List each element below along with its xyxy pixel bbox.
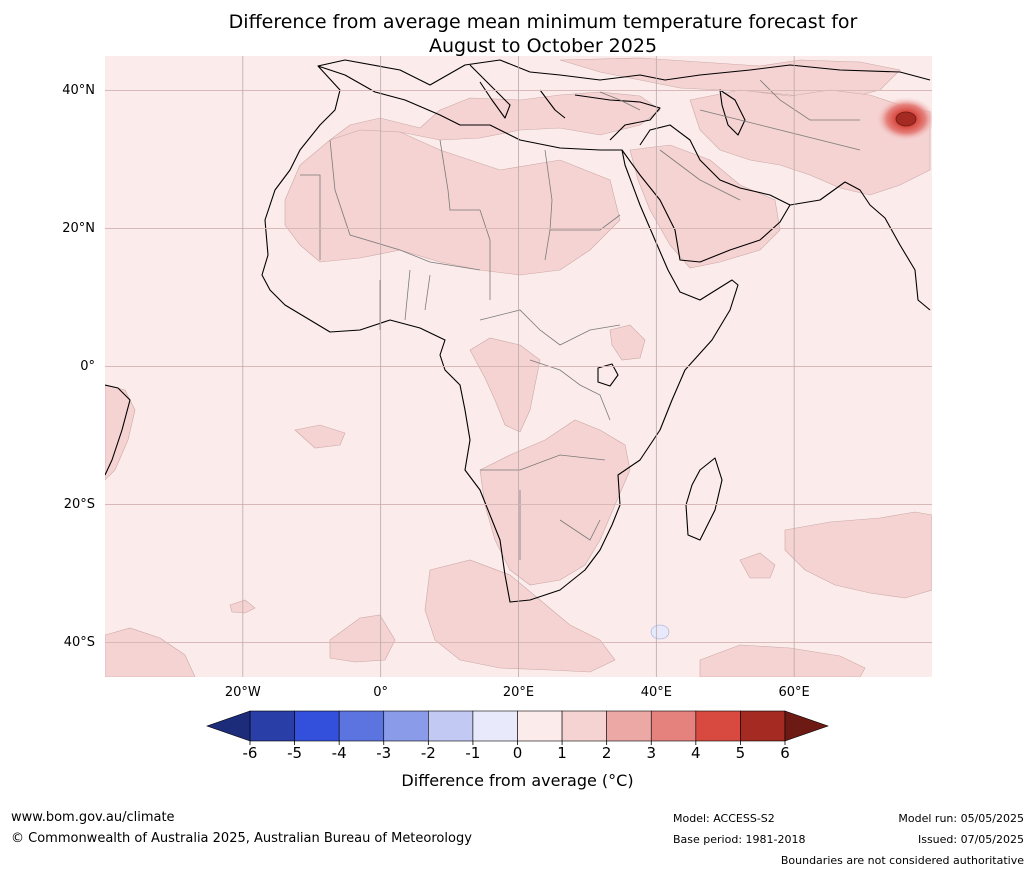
region-south-ocean-1: [329, 614, 396, 663]
lon-tick-label: 60°E: [778, 685, 810, 700]
colorbar-segment: [561, 710, 607, 742]
coastline-greece-turkey: [539, 89, 661, 141]
coastline-lake-victoria: [597, 363, 619, 387]
country-borders: [300, 79, 861, 560]
colorbar-segment: [428, 710, 474, 742]
lat-tick-label: 20°N: [62, 220, 95, 236]
colorbar-tick-label: 6: [780, 744, 790, 762]
coastline-africa: [261, 65, 739, 603]
colorbar-segment: [606, 710, 652, 742]
region-south-ocean-3: [699, 644, 866, 677]
colorbar-over-arrow: [784, 710, 829, 742]
lon-tick-label: 20°E: [502, 685, 535, 700]
colorbar-segment: [383, 710, 429, 742]
colorbar-tick-label: -2: [420, 744, 436, 762]
region-iran-himalaya: [689, 89, 931, 196]
region-atlantic-blob: [294, 424, 346, 449]
lat-tick-label: 20°S: [63, 496, 95, 512]
colorbar-tick-label: 0: [512, 744, 523, 762]
lon-tick-label: 20°W: [224, 685, 261, 700]
colorbar-segment: [472, 710, 518, 742]
footer-url[interactable]: www.bom.gov.au/climate: [11, 810, 175, 825]
colorbar-tick-label: -1: [465, 744, 481, 762]
coastline-red-sea: [621, 124, 791, 263]
colorbar-segment: [695, 710, 741, 742]
chart-title-line2: August to October 2025: [428, 35, 658, 57]
colorbar-segment: [650, 710, 697, 742]
coastline-europe: [317, 59, 931, 86]
colorbar-label: Difference from average (°C): [401, 771, 634, 790]
colorbar-segment: [517, 710, 563, 742]
lon-tick-label: 40°E: [640, 685, 672, 700]
colorbar-tick-label: -4: [331, 744, 347, 762]
footer-model: Model: ACCESS-S2: [673, 812, 775, 825]
footer-issued: Issued: 07/05/2025: [917, 833, 1024, 846]
lon-tick-label: 0°: [373, 685, 389, 700]
region-sw-ocean: [105, 627, 196, 677]
region-indian-ocean-small: [739, 552, 776, 579]
footer-model-run: Model run: 05/05/2025: [898, 812, 1024, 825]
colorbar-tick-label: 4: [691, 744, 701, 762]
hotspot-anomaly: [876, 97, 932, 141]
region-south-atlantic: [424, 559, 616, 673]
anomaly-region-negative: [650, 624, 670, 640]
colorbar-tick-label: -6: [242, 744, 258, 762]
coastline-caspian: [719, 89, 746, 136]
anomaly-regions-1-to-2: [105, 57, 932, 677]
chart-title-line1: Difference from average mean minimum tem…: [228, 11, 858, 33]
coastlines: [105, 59, 931, 603]
lat-tick-label: 40°N: [62, 82, 95, 98]
gridlines: [105, 56, 932, 677]
colorbar: [206, 710, 829, 745]
region-indian-ocean: [784, 511, 932, 599]
colorbar-tick-label: 1: [557, 744, 567, 762]
region-mediterranean: [329, 91, 661, 141]
coastline-india: [789, 181, 931, 311]
region-congo: [469, 337, 541, 433]
colorbar-segment: [294, 710, 340, 742]
colorbar-tick-label: 3: [646, 744, 657, 762]
footer-copyright: © Commonwealth of Australia 2025, Austra…: [11, 831, 472, 846]
region-east-africa: [609, 324, 646, 361]
coastline-madagascar: [685, 457, 723, 541]
colorbar-segment: [740, 710, 786, 742]
lat-tick-label: 0°: [80, 358, 95, 374]
colorbar-segment: [338, 710, 385, 742]
footer-base-period: Base period: 1981-2018: [673, 833, 806, 846]
coastline-south-america: [105, 384, 131, 476]
coastline-italy: [469, 64, 511, 119]
colorbar-tick-label: 2: [601, 744, 612, 762]
lat-tick-label: 40°S: [63, 634, 95, 650]
colorbar-tick-label: -3: [376, 744, 392, 762]
colorbar-segment: [249, 710, 295, 742]
colorbar-tick-label: -5: [287, 744, 303, 762]
colorbar-under-arrow: [206, 710, 251, 742]
region-arabia: [629, 144, 781, 269]
colorbar-tick-label: 5: [735, 744, 746, 762]
footer-disclaimer: Boundaries are not considered authoritat…: [780, 854, 1024, 867]
